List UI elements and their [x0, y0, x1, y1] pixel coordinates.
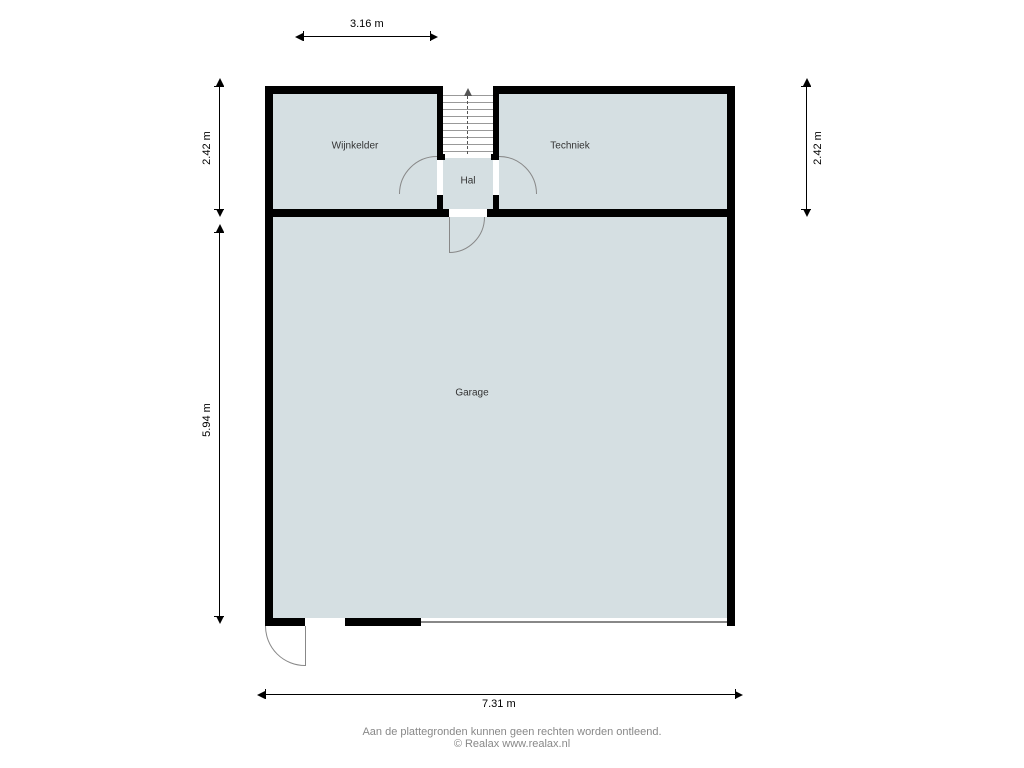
footer: Aan de plattegronden kunnen geen rechten… — [0, 726, 1024, 750]
dim-left-upper: 2.42 m — [201, 131, 213, 165]
dim-tick — [801, 86, 811, 87]
wall — [265, 86, 273, 626]
wall — [437, 195, 443, 217]
wall — [265, 209, 445, 217]
wall — [265, 86, 443, 94]
arrow-icon — [216, 224, 224, 232]
arrow-icon — [295, 33, 303, 41]
dim-tick — [430, 31, 431, 41]
footer-copyright: © Realax www.realax.nl — [0, 738, 1024, 750]
label-wijnkelder: Wijnkelder — [332, 141, 379, 152]
wall — [493, 86, 735, 94]
dim-tick — [214, 616, 224, 617]
dim-tick — [735, 689, 736, 699]
wall — [727, 86, 735, 626]
wall — [417, 618, 421, 626]
room-garage — [273, 217, 727, 618]
wall — [493, 195, 499, 217]
stairs — [443, 88, 493, 156]
wall — [437, 154, 445, 160]
footer-disclaimer: Aan de plattegronden kunnen geen rechten… — [0, 726, 1024, 738]
dim-line — [219, 86, 220, 209]
arrow-icon — [735, 691, 743, 699]
label-hal: Hal — [460, 176, 475, 187]
wall — [491, 209, 735, 217]
arrow-icon — [430, 33, 438, 41]
dim-tick — [801, 209, 811, 210]
arrow-icon — [257, 691, 265, 699]
wall — [265, 618, 305, 626]
dim-line — [265, 694, 735, 695]
dim-tick — [214, 86, 224, 87]
dim-tick — [214, 232, 224, 233]
arrow-icon — [216, 209, 224, 217]
wall — [493, 86, 499, 154]
dim-tick — [265, 689, 266, 699]
arrow-icon — [803, 78, 811, 86]
label-techniek: Techniek — [550, 141, 589, 152]
dim-line — [806, 86, 807, 209]
arrow-icon — [216, 78, 224, 86]
wall — [345, 618, 417, 626]
wall — [437, 86, 443, 154]
dim-tick — [303, 31, 304, 41]
dim-bottom: 7.31 m — [482, 698, 516, 710]
garage-door-line — [417, 621, 727, 623]
arrow-icon — [216, 616, 224, 624]
dim-tick — [214, 209, 224, 210]
floorplan-canvas: Wijnkelder Techniek Hal Garage 3.16 m 2.… — [0, 0, 1024, 768]
dim-line — [219, 232, 220, 616]
label-garage: Garage — [455, 388, 488, 399]
arrow-icon — [803, 209, 811, 217]
dim-top: 3.16 m — [350, 18, 384, 30]
wall — [727, 618, 735, 626]
wall — [491, 154, 499, 160]
dim-right-upper: 2.42 m — [812, 131, 824, 165]
dim-left-lower: 5.94 m — [201, 403, 213, 437]
dim-line — [303, 36, 430, 37]
door-leaf — [449, 217, 450, 253]
door-leaf — [305, 626, 306, 666]
